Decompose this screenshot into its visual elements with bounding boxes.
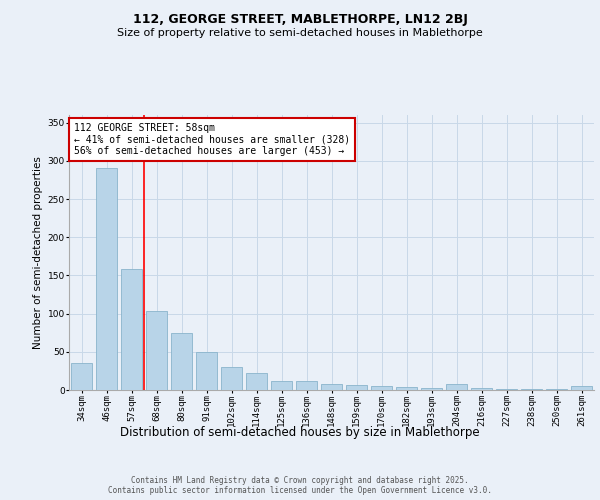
Bar	[196, 352, 217, 390]
Text: 112, GEORGE STREET, MABLETHORPE, LN12 2BJ: 112, GEORGE STREET, MABLETHORPE, LN12 2B…	[133, 12, 467, 26]
Bar	[496, 389, 517, 390]
Bar	[521, 389, 542, 390]
Text: Distribution of semi-detached houses by size in Mablethorpe: Distribution of semi-detached houses by …	[120, 426, 480, 439]
Bar	[421, 388, 442, 390]
Bar	[171, 332, 192, 390]
Y-axis label: Number of semi-detached properties: Number of semi-detached properties	[34, 156, 43, 349]
Text: Size of property relative to semi-detached houses in Mablethorpe: Size of property relative to semi-detach…	[117, 28, 483, 38]
Bar	[96, 168, 117, 390]
Bar	[271, 381, 292, 390]
Bar	[346, 386, 367, 390]
Bar	[321, 384, 342, 390]
Bar	[296, 381, 317, 390]
Bar	[221, 367, 242, 390]
Bar	[471, 388, 492, 390]
Bar	[146, 312, 167, 390]
Bar	[446, 384, 467, 390]
Bar	[571, 386, 592, 390]
Text: 112 GEORGE STREET: 58sqm
← 41% of semi-detached houses are smaller (328)
56% of : 112 GEORGE STREET: 58sqm ← 41% of semi-d…	[74, 123, 350, 156]
Bar	[246, 373, 267, 390]
Bar	[71, 364, 92, 390]
Bar	[396, 387, 417, 390]
Bar	[546, 389, 567, 390]
Text: Contains HM Land Registry data © Crown copyright and database right 2025.
Contai: Contains HM Land Registry data © Crown c…	[108, 476, 492, 495]
Bar	[121, 270, 142, 390]
Bar	[371, 386, 392, 390]
